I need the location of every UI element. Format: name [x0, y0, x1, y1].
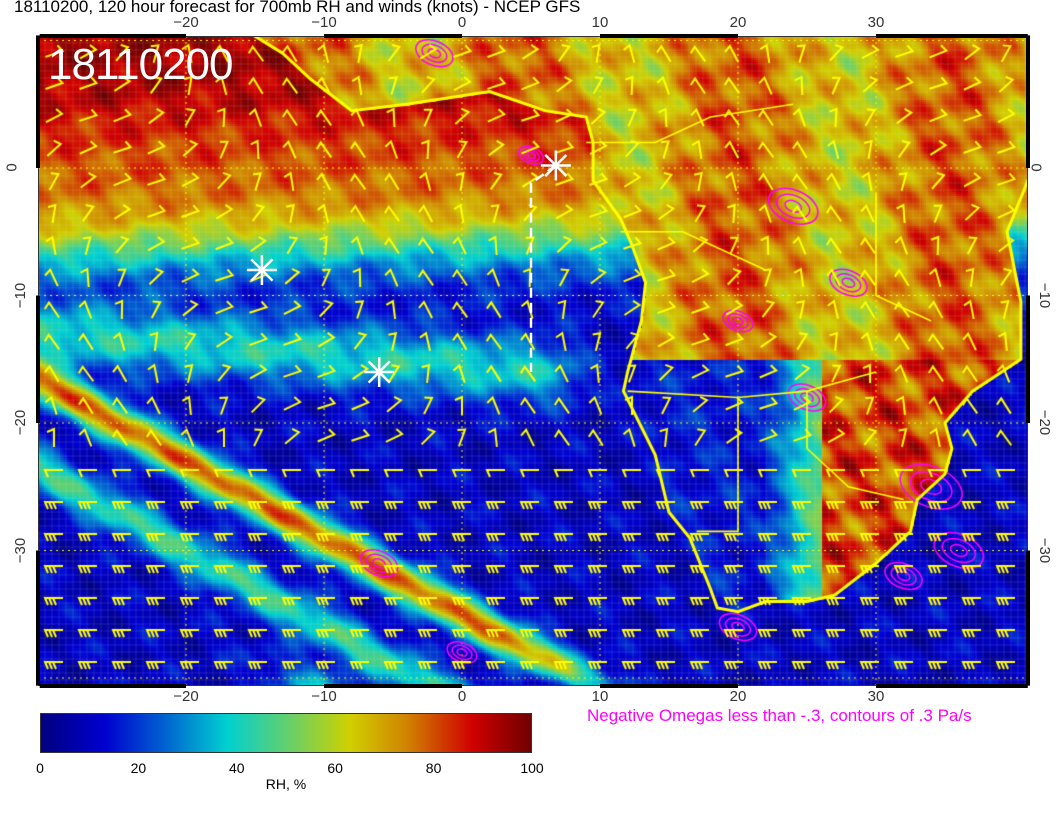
asterisk-marker-icon [540, 150, 571, 181]
timestamp-label: 18110200 [48, 40, 233, 89]
lon-tick-bottom: 20 [729, 688, 747, 705]
lon-tick-bottom: −10 [311, 688, 337, 705]
axis-scale-bar [600, 684, 738, 688]
rh-colorbar [40, 713, 532, 753]
lat-tick-left: −20 [12, 409, 30, 436]
rh-field-map [38, 36, 1028, 686]
lon-tick-top: 10 [591, 14, 609, 31]
axis-scale-bar [36, 295, 40, 423]
axis-scale-bar [1026, 550, 1030, 686]
lon-tick-top: −10 [311, 14, 337, 31]
track-line [529, 164, 557, 372]
lon-tick-top: −20 [173, 14, 199, 31]
axis-scale-bar [39, 684, 186, 688]
axis-scale-bar [36, 35, 40, 169]
lon-tick-bottom: −20 [173, 688, 199, 705]
colorbar-tick: 20 [130, 760, 147, 776]
axis-scale-bar [324, 34, 462, 38]
lat-tick-left: −10 [12, 282, 30, 308]
axis-scale-bar [39, 34, 186, 38]
lat-tick-right: −30 [1036, 537, 1054, 563]
omega-note: Negative Omegas less than -.3, contours … [587, 706, 972, 725]
colorbar-tick: 60 [327, 760, 343, 776]
lat-tick-left: −30 [12, 537, 30, 563]
colorbar-tick: 100 [520, 760, 544, 776]
map-title: 18110200, 120 hour forecast for 700mb RH… [14, 0, 581, 16]
axis-scale-bar [1026, 295, 1030, 423]
lon-tick-top: 20 [729, 14, 747, 31]
lat-tick-right: −10 [1036, 282, 1054, 308]
axis-scale-bar [36, 550, 40, 686]
lat-tick-right: 0 [1027, 163, 1045, 172]
asterisk-marker-icon [246, 255, 277, 285]
lat-tick-right: −20 [1036, 409, 1054, 436]
colorbar-tick: 80 [425, 760, 442, 776]
axis-scale-bar [324, 684, 462, 688]
asterisk-marker-icon [364, 357, 395, 387]
colorbar-tick: 0 [36, 760, 44, 776]
lon-tick-top: 30 [867, 14, 885, 31]
colorbar-label: RH, % [265, 776, 307, 792]
axis-scale-bar [876, 34, 1028, 38]
axis-scale-bar [876, 684, 1028, 688]
axis-scale-bar [1026, 35, 1030, 169]
lat-tick-left: 0 [3, 163, 21, 172]
lon-tick-bottom: 10 [591, 688, 609, 705]
lon-tick-bottom: 30 [867, 688, 885, 705]
lon-tick-top: 0 [457, 14, 467, 31]
colorbar-tick: 40 [229, 760, 245, 776]
axis-scale-bar [600, 34, 738, 38]
lon-tick-bottom: 0 [457, 688, 467, 705]
